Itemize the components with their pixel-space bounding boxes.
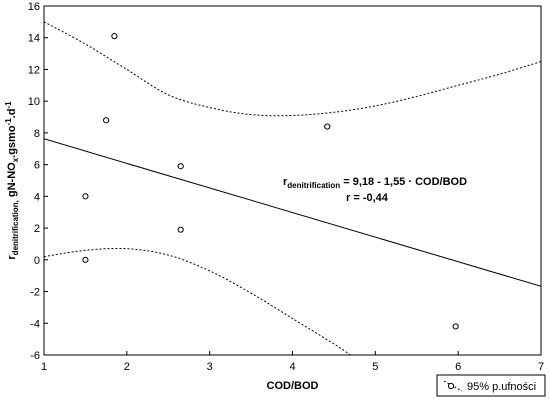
legend-marker [447,382,455,390]
y-tick-label: 8 [34,128,40,140]
regression-equation: rdenitrification = 9,18 - 1,55 · COD/BOD [283,176,467,190]
x-tick-label: 1 [41,361,47,373]
y-label-rest: gN-NO [6,162,18,200]
y-tick-label: 6 [34,160,40,172]
series-layer [44,21,541,355]
correlation-coefficient: r = -0,44 [346,192,389,204]
legend-box [436,374,546,397]
y-tick-label: 16 [28,1,40,13]
y-tick-label: -6 [30,350,40,362]
y-label-sup2: -1 [4,101,13,109]
y-label-rest-sub: x [11,157,20,162]
data-point [111,33,118,40]
data-point [103,117,110,124]
equation-rest: = 9,18 - 1,55 · COD/BOD [340,176,467,188]
y-tick-label: 12 [28,64,40,76]
data-point [177,226,184,233]
x-tick-label: 2 [124,361,130,373]
x-tick-label: 5 [372,361,378,373]
data-point [177,163,184,170]
equation-r: r [283,176,288,188]
y-tick-label: -2 [30,287,40,299]
data-point [324,123,331,130]
legend-dash-line [443,380,463,392]
y-label-rest2: .gsmo [6,125,18,158]
y-tick-label: 0 [34,255,40,267]
y-tick-label: 4 [34,191,40,203]
data-point [82,193,89,200]
y-label-sup1: -1 [4,118,13,126]
y-label-main-sub: denitrification, [11,200,20,255]
x-tick-label: 6 [455,361,461,373]
y-tick-label: -4 [30,318,40,330]
x-axis-label: COD/BOD [267,380,319,392]
confidence-upper-curve [44,21,541,117]
data-point [452,323,459,330]
legend-label: 95% p.ufności [467,381,536,393]
x-tick-label: 4 [289,361,295,373]
confidence-lower-curve [44,247,351,355]
y-axis-label: rdenitrification, gN-NOx.gsmo-1.d-1 [4,101,20,260]
y-tick-label: 2 [34,223,40,235]
x-tick-label: 3 [207,361,213,373]
equation-sub: denitrification [287,181,340,190]
y-label-main: r [6,255,18,260]
y-tick-label: 10 [28,96,40,108]
y-label-rest3: .d [6,109,18,119]
regression-line [44,138,541,287]
data-point [82,256,89,263]
x-tick-label: 7 [538,361,544,373]
y-tick-label: 14 [28,33,40,45]
legend: 95% p.ufności [436,374,546,397]
